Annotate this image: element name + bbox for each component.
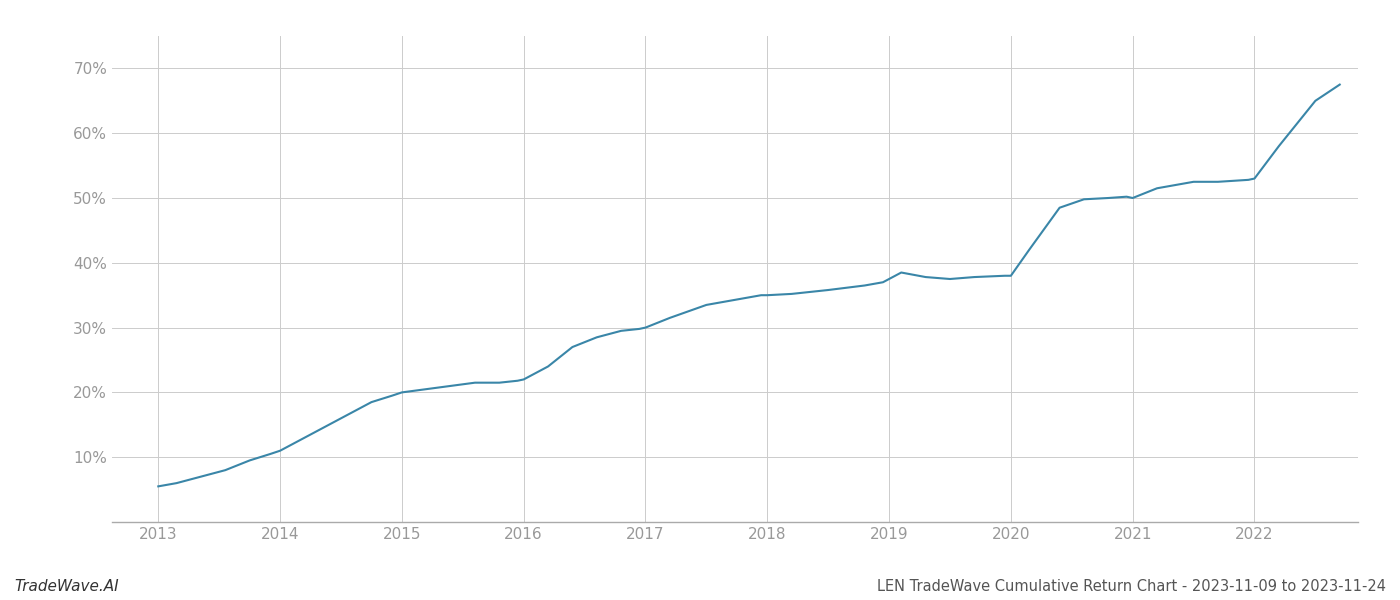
Text: TradeWave.AI: TradeWave.AI bbox=[14, 579, 119, 594]
Text: LEN TradeWave Cumulative Return Chart - 2023-11-09 to 2023-11-24: LEN TradeWave Cumulative Return Chart - … bbox=[876, 579, 1386, 594]
